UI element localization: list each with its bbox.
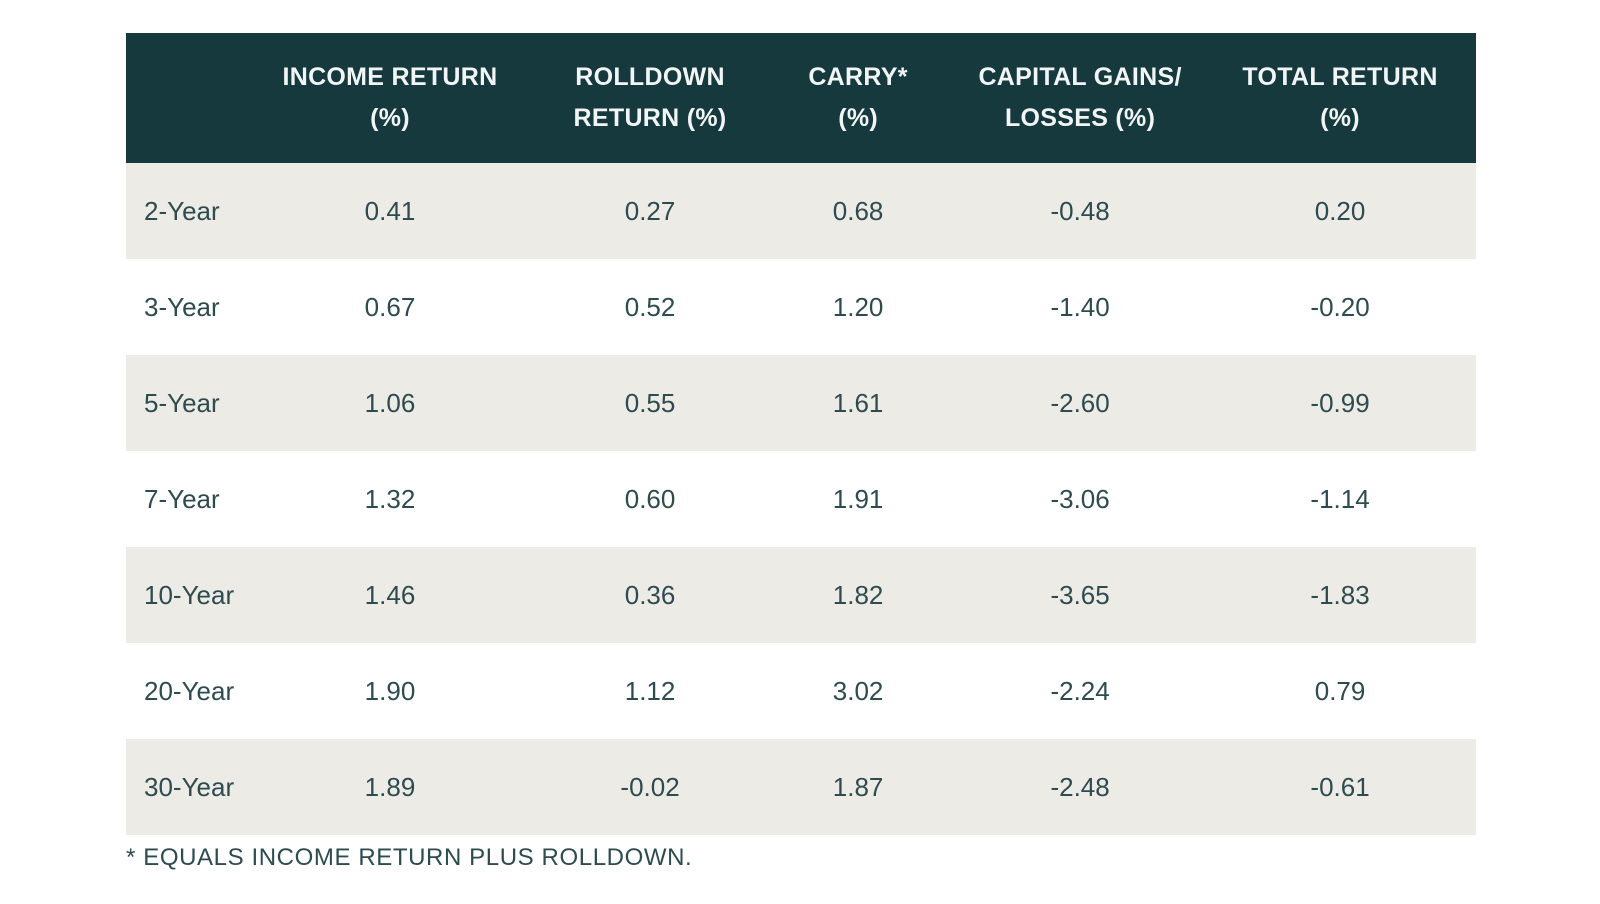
row-label: 20-Year — [126, 643, 240, 739]
footnote: * EQUALS INCOME RETURN PLUS ROLLDOWN. — [126, 844, 693, 871]
row-label: 7-Year — [126, 451, 240, 547]
cell-capital-gains: -3.06 — [956, 451, 1205, 547]
cell-carry: 1.20 — [760, 259, 957, 355]
column-header-capital-gains: CAPITAL GAINS/ LOSSES (%) — [956, 33, 1205, 163]
cell-total-return: 0.20 — [1204, 163, 1476, 259]
header-row: INCOME RETURN (%) ROLLDOWN RETURN (%) CA… — [126, 33, 1476, 163]
table-row-3-year: 3-Year 0.67 0.52 1.20 -1.40 -0.20 — [126, 259, 1476, 355]
cell-total-return: -1.14 — [1204, 451, 1476, 547]
cell-carry: 0.68 — [760, 163, 957, 259]
column-header-carry: CARRY* (%) — [760, 33, 957, 163]
cell-income-return: 0.41 — [239, 163, 541, 259]
cell-carry: 1.82 — [760, 547, 957, 643]
header-line: (%) — [838, 104, 878, 132]
cell-total-return: -1.83 — [1204, 547, 1476, 643]
header-line: ROLLDOWN — [575, 63, 725, 91]
header-line: (%) — [1320, 104, 1360, 132]
column-header-empty — [126, 33, 240, 163]
header-line: (%) — [370, 104, 410, 132]
header-line: CAPITAL GAINS/ — [978, 63, 1182, 91]
column-header-total-return: TOTAL RETURN (%) — [1204, 33, 1476, 163]
cell-rolldown-return: 0.60 — [540, 451, 761, 547]
cell-total-return: -0.99 — [1204, 355, 1476, 451]
cell-total-return: 0.79 — [1204, 643, 1476, 739]
row-label: 10-Year — [126, 547, 240, 643]
cell-capital-gains: -2.24 — [956, 643, 1205, 739]
cell-income-return: 1.46 — [239, 547, 541, 643]
table-row-20-year: 20-Year 1.90 1.12 3.02 -2.24 0.79 — [126, 643, 1476, 739]
table-row-5-year: 5-Year 1.06 0.55 1.61 -2.60 -0.99 — [126, 355, 1476, 451]
cell-rolldown-return: 0.36 — [540, 547, 761, 643]
cell-capital-gains: -0.48 — [956, 163, 1205, 259]
cell-total-return: -0.61 — [1204, 739, 1476, 835]
cell-rolldown-return: -0.02 — [540, 739, 761, 835]
cell-income-return: 1.90 — [239, 643, 541, 739]
cell-carry: 1.87 — [760, 739, 957, 835]
row-label: 3-Year — [126, 259, 240, 355]
cell-capital-gains: -2.60 — [956, 355, 1205, 451]
cell-capital-gains: -2.48 — [956, 739, 1205, 835]
header-line: RETURN (%) — [573, 104, 727, 132]
table-row-30-year: 30-Year 1.89 -0.02 1.87 -2.48 -0.61 — [126, 739, 1476, 835]
header-line: LOSSES (%) — [1004, 104, 1156, 132]
header-line: TOTAL RETURN — [1242, 63, 1438, 91]
cell-income-return: 1.32 — [239, 451, 541, 547]
header-line: CARRY* — [808, 63, 908, 91]
row-label: 30-Year — [126, 739, 240, 835]
cell-rolldown-return: 1.12 — [540, 643, 761, 739]
table-row-10-year: 10-Year 1.46 0.36 1.82 -3.65 -1.83 — [126, 547, 1476, 643]
header-line: INCOME RETURN — [282, 63, 498, 91]
cell-income-return: 1.06 — [239, 355, 541, 451]
table-row-7-year: 7-Year 1.32 0.60 1.91 -3.06 -1.14 — [126, 451, 1476, 547]
cell-capital-gains: -1.40 — [956, 259, 1205, 355]
returns-table-figure: INCOME RETURN (%) ROLLDOWN RETURN (%) CA… — [126, 33, 1476, 872]
table-row-2-year: 2-Year 0.41 0.27 0.68 -0.48 0.20 — [126, 163, 1476, 259]
table-body: 2-Year 0.41 0.27 0.68 -0.48 0.20 3-Year … — [126, 163, 1476, 835]
cell-total-return: -0.20 — [1204, 259, 1476, 355]
row-label: 2-Year — [126, 163, 240, 259]
cell-rolldown-return: 0.52 — [540, 259, 761, 355]
cell-rolldown-return: 0.27 — [540, 163, 761, 259]
row-label: 5-Year — [126, 355, 240, 451]
cell-rolldown-return: 0.55 — [540, 355, 761, 451]
table-header: INCOME RETURN (%) ROLLDOWN RETURN (%) CA… — [126, 33, 1476, 163]
column-header-income-return: INCOME RETURN (%) — [239, 33, 541, 163]
column-header-rolldown-return: ROLLDOWN RETURN (%) — [540, 33, 761, 163]
cell-carry: 3.02 — [760, 643, 957, 739]
cell-capital-gains: -3.65 — [956, 547, 1205, 643]
cell-carry: 1.61 — [760, 355, 957, 451]
cell-income-return: 1.89 — [239, 739, 541, 835]
bond-returns-table: INCOME RETURN (%) ROLLDOWN RETURN (%) CA… — [126, 33, 1476, 835]
cell-income-return: 0.67 — [239, 259, 541, 355]
cell-carry: 1.91 — [760, 451, 957, 547]
